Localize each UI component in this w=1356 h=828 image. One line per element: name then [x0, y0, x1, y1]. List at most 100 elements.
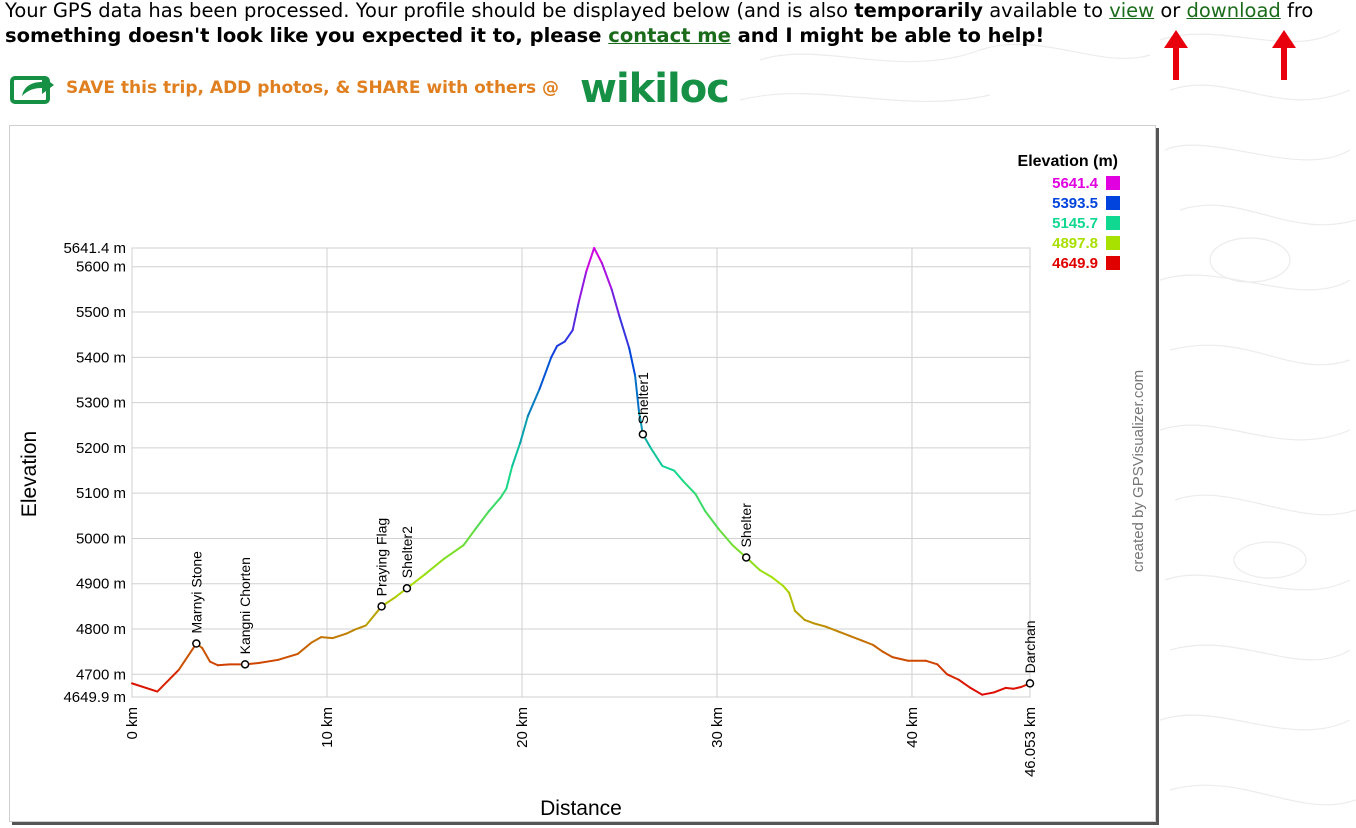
elevation-segment [277, 652, 299, 661]
y-tick-label: 5300 m [76, 395, 126, 412]
elevation-segment [946, 673, 960, 681]
legend-swatch [1106, 176, 1120, 190]
elevation-segment [585, 247, 596, 273]
y-axis: 4649.9 m 4700 m 4800 m 4900 m 5000 m 5100 m 52… [63, 240, 126, 706]
x-axis: 0 km 10 km 20 km 30 km 40 km 46.053 km [124, 707, 1039, 777]
elevation-segment [487, 496, 502, 513]
waypoints: Marnyi Stone Kangni Chorten Praying Flag Sh… [188, 372, 1038, 688]
elevation-segment [310, 636, 323, 644]
message-line-1: Your GPS data has been processed. Your p… [5, 0, 1314, 22]
elevation-segment [131, 682, 159, 693]
y-tick-label: 5500 m [76, 304, 126, 321]
y-tick-label: 5000 m [76, 530, 126, 547]
x-axis-title: Distance [540, 797, 622, 820]
legend-entry-label: 4649.9 [1052, 255, 1098, 272]
legend: Elevation (m) 5641.4 5393.5 5145.7 4897.8 46… [1018, 153, 1120, 272]
elevation-profile-chart: 4649.9 m 4700 m 4800 m 4900 m 5000 m 5100 m 52… [9, 125, 1156, 822]
elevation-segment [673, 469, 685, 483]
legend-swatch [1106, 216, 1120, 230]
elevation-segment [499, 487, 508, 499]
elevation-segment [423, 557, 445, 576]
elevation-segment [563, 329, 574, 343]
elevation-segment [355, 624, 367, 631]
elevation-segment [881, 650, 894, 659]
elevation-segment [825, 625, 839, 633]
elevation-segment [345, 628, 358, 635]
x-tick-label: 40 km [904, 707, 921, 748]
x-tick-label: 46.053 km [1022, 707, 1039, 777]
elevation-segment [511, 442, 522, 468]
elevation-segment [661, 465, 676, 472]
elevation-segment [871, 643, 884, 653]
elevation-segment [177, 642, 198, 671]
elevation-segment [860, 639, 874, 646]
waypoint-marker [240, 660, 250, 669]
elevation-segment [813, 622, 828, 628]
elevation-segment [634, 374, 640, 413]
wikiloc-banner[interactable]: SAVE this trip, ADD photos, & SHARE with… [10, 66, 730, 112]
y-tick-label: 4700 m [76, 666, 126, 683]
elevation-line [131, 247, 1031, 696]
elevation-segment [981, 691, 995, 696]
elevation-segment [577, 270, 588, 304]
elevation-segment [1004, 686, 1015, 690]
waypoint-label: Darchan [1022, 620, 1038, 673]
legend-swatch [1106, 236, 1120, 250]
elevation-segment [649, 446, 664, 468]
x-tick-label: 10 km [319, 707, 336, 748]
elevation-segment [793, 609, 806, 621]
elevation-segment [296, 641, 313, 655]
waypoint-marker [741, 553, 751, 562]
elevation-segment [969, 686, 984, 696]
y-tick-label: 5200 m [76, 440, 126, 457]
elevation-segment [694, 493, 707, 513]
elevation-segment [550, 344, 559, 359]
x-tick-label: 30 km [709, 707, 726, 748]
legend-swatch [1106, 256, 1120, 270]
elevation-segment [770, 575, 785, 588]
elevation-chart-svg: 4649.9 m 4700 m 4800 m 4900 m 5000 m 5100 m 52… [18, 153, 1147, 820]
download-link[interactable]: download [1186, 0, 1281, 22]
view-link[interactable]: view [1109, 0, 1155, 22]
waypoint-marker [377, 602, 386, 611]
y-tick-label: 4649.9 m [63, 689, 126, 706]
elevation-segment [556, 340, 566, 347]
elevation-segment [836, 630, 851, 637]
share-arrow-icon [10, 76, 54, 104]
banner-text: SAVE this trip, ADD photos, & SHARE with… [66, 78, 559, 98]
status-message: Your GPS data has been processed. Your p… [5, 0, 1356, 48]
elevation-segment [156, 668, 180, 693]
y-tick-label: 4900 m [76, 576, 126, 593]
elevation-segment [891, 656, 910, 662]
elevation-segment [610, 288, 621, 318]
elevation-segment [758, 569, 773, 578]
y-tick-label: 5641.4 m [63, 240, 126, 257]
credit-text: created by GPSVisualizer.com [1130, 370, 1147, 572]
waypoint-marker [192, 639, 201, 648]
waypoint-marker [1025, 679, 1035, 688]
x-tick-label: 0 km [124, 707, 141, 740]
elevation-segment [618, 315, 631, 350]
elevation-segment [957, 678, 972, 689]
waypoint-label: Marnyi Stone [188, 551, 204, 634]
y-axis-title: Elevation [18, 431, 41, 517]
elevation-segment [782, 585, 791, 594]
elevation-segment [788, 591, 796, 612]
waypoint-label: Shelter [738, 503, 754, 548]
waypoint-label: Shelter2 [399, 526, 415, 578]
elevation-segment [257, 658, 280, 664]
elevation-segment [505, 465, 514, 490]
elevation-segment [682, 480, 697, 496]
elevation-segment [331, 632, 348, 640]
elevation-segment [201, 647, 211, 663]
elevation-segment [628, 347, 637, 377]
elevation-segment [474, 510, 490, 531]
elevation-segment [717, 528, 734, 547]
waypoint-marker [638, 430, 648, 439]
elevation-segment [600, 262, 613, 291]
elevation-segment [571, 301, 580, 332]
y-tick-label: 4800 m [76, 621, 126, 638]
waypoint-marker [402, 584, 412, 593]
contact-link[interactable]: contact me [608, 24, 731, 47]
elevation-segment [1012, 685, 1023, 690]
